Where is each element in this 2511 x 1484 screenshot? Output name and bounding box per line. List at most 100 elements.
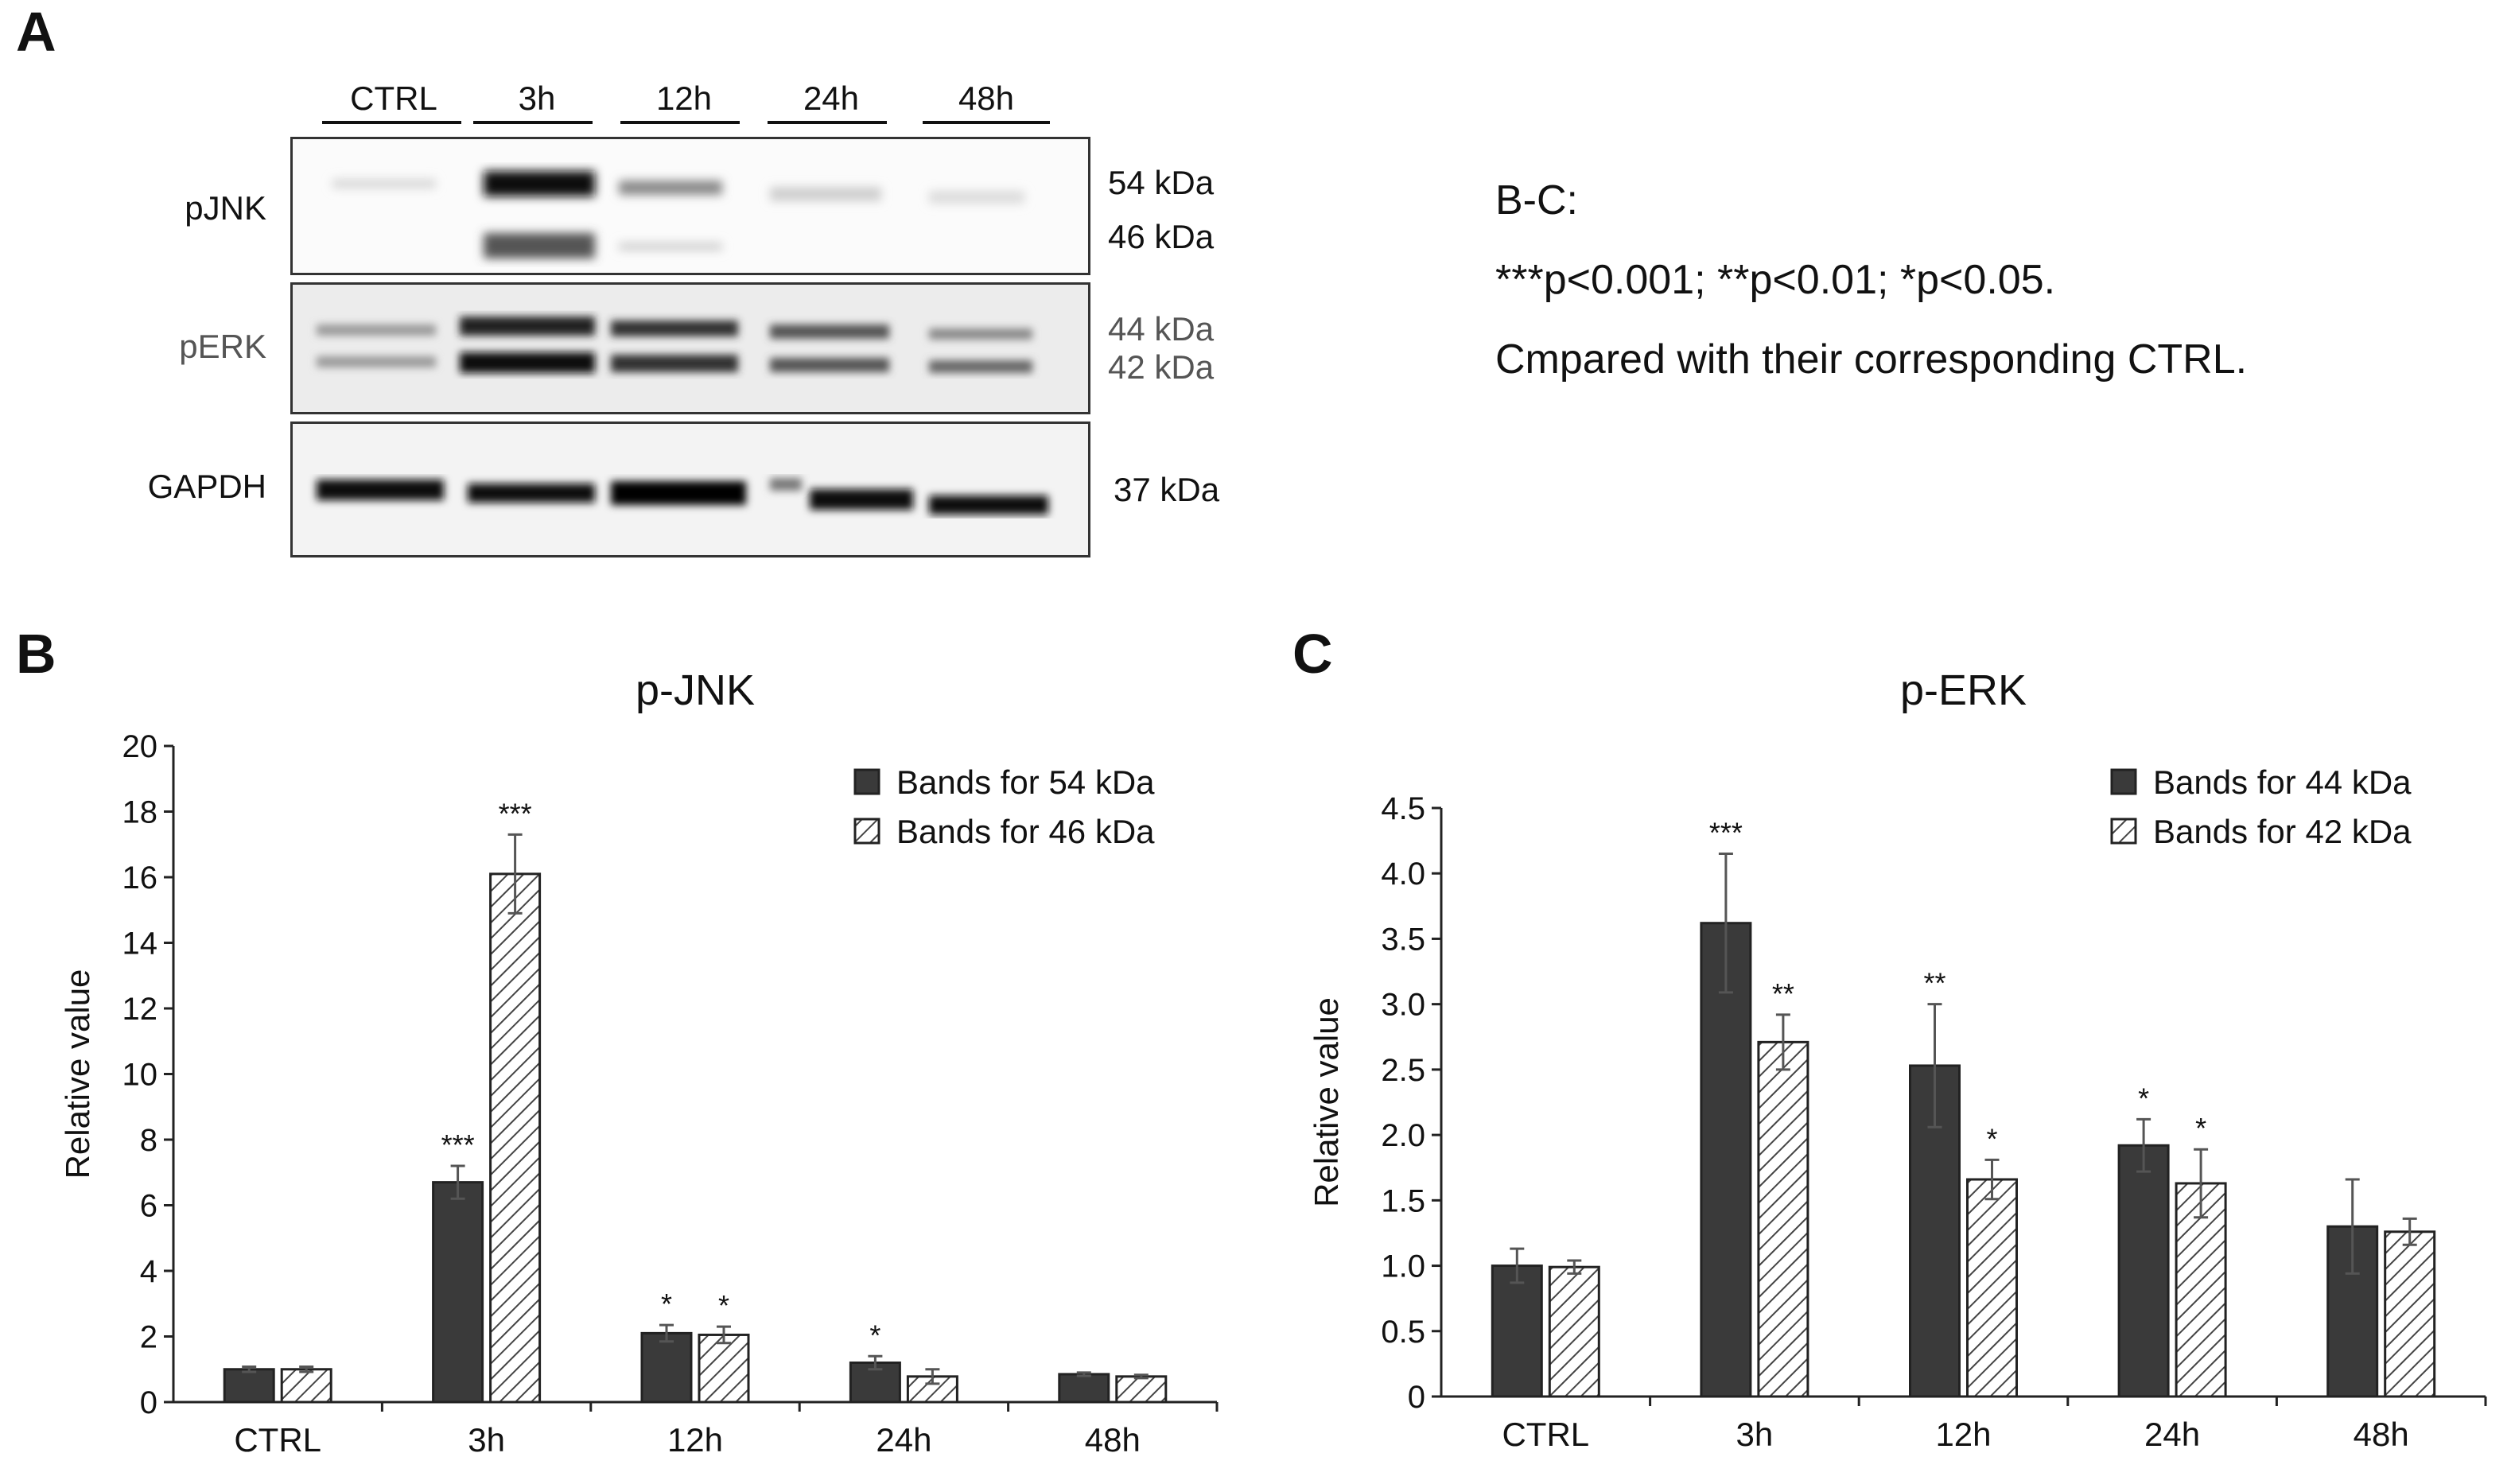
significance-label: ** — [1923, 967, 1945, 1000]
bar — [640, 1331, 693, 1404]
y-tick-label: 3.0 — [1381, 988, 1425, 1023]
y-tick-label: 10 — [122, 1058, 158, 1093]
significance-label: ** — [1772, 977, 1794, 1010]
chart-p-erk: p-ERK Relative value 0 0.5 1.0 1.5 2.0 2.5 3.0 3.… — [1308, 666, 2487, 1453]
x-tick-label: 24h — [876, 1421, 931, 1459]
y-tick-label: 20 — [122, 729, 158, 764]
chart-p-jnk: p-JNK Relative value 0 2 4 6 8 10 12 14 16 18 20 CTRL… — [59, 666, 1219, 1459]
x-tick-label: 48h — [1085, 1421, 1141, 1459]
y-tick-label: 0.5 — [1381, 1315, 1425, 1350]
y-tick-label: 2 — [140, 1320, 157, 1355]
kda-label: 54 kDa — [1108, 164, 1215, 201]
panel-c-letter: C — [1292, 623, 1333, 685]
kda-label: 42 kDa — [1108, 348, 1215, 386]
significance-label: * — [869, 1319, 880, 1351]
bar — [1491, 1265, 1543, 1398]
lane-underline — [620, 121, 740, 124]
bar — [223, 1368, 275, 1404]
legend-label: Bands for 42 kDa — [2153, 813, 2412, 850]
notes-comparison: Cmpared with their corresponding CTRL. — [1495, 336, 2248, 383]
legend-label: Bands for 54 kDa — [896, 763, 1155, 801]
significance-label: *** — [441, 1129, 475, 1161]
kda-label: 44 kDa — [1108, 310, 1215, 348]
x-tick-label: 24h — [2144, 1416, 2200, 1453]
lane-label-24h: 24h — [803, 80, 860, 117]
bar — [1700, 922, 1752, 1398]
blot-pjnk-bands — [332, 171, 1024, 258]
blot-row-label-gapdh: GAPDH — [147, 468, 266, 505]
chart-title: p-JNK — [636, 666, 755, 714]
lane-label-48h: 48h — [958, 80, 1015, 117]
lane-label-3h: 3h — [518, 80, 556, 117]
notes-heading: B-C: — [1495, 177, 1578, 223]
y-tick-label: 14 — [122, 927, 158, 961]
blot-perk — [290, 282, 1090, 414]
legend-label: Bands for 46 kDa — [896, 813, 1155, 850]
bar — [280, 1368, 332, 1404]
significance-label: * — [661, 1288, 672, 1320]
legend-swatch — [853, 818, 880, 845]
y-tick-label: 18 — [122, 795, 158, 830]
significance-label: * — [718, 1289, 729, 1322]
y-tick-label: 8 — [140, 1123, 157, 1158]
bar — [2384, 1230, 2436, 1398]
y-tick-label: 16 — [122, 860, 158, 895]
bar — [698, 1333, 750, 1404]
y-axis-label: Relative value — [59, 969, 96, 1179]
lane-underline — [923, 121, 1050, 124]
x-tick-label: 48h — [2354, 1416, 2409, 1453]
blot-gapdh-bands — [317, 478, 1048, 515]
legend-label: Bands for 44 kDa — [2153, 763, 2412, 801]
x-tick-label: 12h — [667, 1421, 723, 1459]
bar — [1966, 1178, 2018, 1398]
kda-label: 46 kDa — [1108, 218, 1215, 255]
y-tick-label: 12 — [122, 992, 158, 1027]
chart-title: p-ERK — [1900, 666, 2027, 714]
y-tick-label: 0 — [1408, 1380, 1425, 1415]
x-tick-label: CTRL — [234, 1421, 321, 1459]
blot-row-label-pjnk: pJNK — [185, 189, 266, 227]
bar — [1115, 1375, 1168, 1404]
lane-label-ctrl: CTRL — [350, 80, 437, 117]
significance-label: *** — [1709, 817, 1743, 849]
x-tick-label: 12h — [1935, 1416, 1991, 1453]
y-tick-label: 1.0 — [1381, 1249, 1425, 1284]
panel-b-letter: B — [16, 623, 56, 685]
legend-swatch — [853, 768, 880, 795]
lane-underline — [473, 121, 593, 124]
significance-label: * — [1986, 1122, 1997, 1155]
legend-swatch — [2110, 818, 2137, 845]
y-tick-label: 3.5 — [1381, 922, 1425, 957]
bar — [2117, 1144, 2170, 1398]
panel-a-letter: A — [16, 1, 56, 63]
x-tick-label: 3h — [1736, 1416, 1774, 1453]
lane-underline — [768, 121, 887, 124]
bar — [1548, 1265, 1600, 1398]
significance-label: * — [2195, 1112, 2206, 1144]
y-tick-label: 1.5 — [1381, 1183, 1425, 1218]
y-tick-label: 0 — [140, 1385, 157, 1420]
significance-label: *** — [499, 797, 532, 829]
x-tick-label: 3h — [468, 1421, 505, 1459]
bar — [1058, 1373, 1110, 1404]
blot-gapdh — [290, 422, 1090, 557]
y-tick-label: 2.5 — [1381, 1053, 1425, 1088]
significance-label: * — [2138, 1082, 2149, 1114]
lane-label-12h: 12h — [655, 80, 713, 117]
notes-significance: ***p<0.001; **p<0.01; *p<0.05. — [1495, 257, 2056, 303]
bar — [1757, 1040, 1809, 1398]
bar — [2175, 1182, 2227, 1398]
x-tick-label: CTRL — [1502, 1416, 1589, 1453]
kda-label: 37 kDa — [1114, 471, 1220, 508]
blot-perk-bands — [317, 317, 1032, 373]
y-tick-label: 4 — [140, 1254, 157, 1289]
blot-pjnk — [290, 137, 1090, 275]
lane-underline — [322, 121, 461, 124]
bar — [489, 872, 542, 1404]
y-tick-label: 6 — [140, 1189, 157, 1224]
y-tick-label: 2.0 — [1381, 1118, 1425, 1153]
y-tick-label: 4.0 — [1381, 857, 1425, 892]
blot-row-label-perk: pERK — [179, 328, 266, 365]
y-tick-label: 4.5 — [1381, 791, 1425, 826]
legend-swatch — [2110, 768, 2137, 795]
